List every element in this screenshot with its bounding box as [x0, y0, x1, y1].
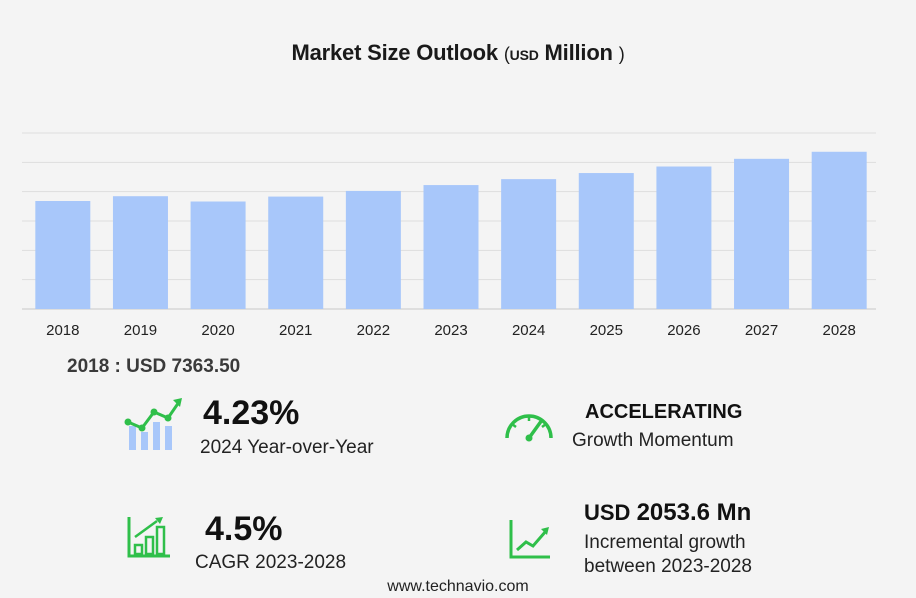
title-paren-close: )	[618, 44, 625, 64]
yoy-label: 2024 Year-over-Year	[200, 437, 374, 458]
bar-2028	[811, 151, 867, 309]
momentum-label: Growth Momentum	[572, 430, 734, 451]
incremental-value: USD 2053.6 Mn	[584, 499, 751, 527]
bar-chart: 2018 2019 2020 2021 2022 2023 2024 2025 2026 2027…	[22, 132, 876, 339]
x-tick-label-2018: 2018	[46, 322, 79, 339]
bar-2024	[501, 179, 557, 309]
x-tick-label-2026: 2026	[667, 322, 700, 339]
x-tick-label-2025: 2025	[590, 322, 623, 339]
line-growth-icon	[509, 520, 550, 559]
x-tick-label-2024: 2024	[512, 322, 545, 339]
title-main: Market Size Outlook	[291, 40, 498, 65]
bar-2027	[734, 158, 790, 309]
incremental-label-line2: between 2023-2028	[584, 556, 752, 577]
x-tick-label-2028: 2028	[822, 322, 855, 339]
title-unit: USD	[509, 47, 539, 63]
momentum-value: ACCELERATING	[585, 401, 743, 423]
cagr-label: CAGR 2023-2028	[195, 552, 347, 573]
bar-2019	[112, 196, 168, 309]
speedometer-icon	[505, 414, 553, 442]
incremental-label-line1: Incremental growth	[584, 532, 746, 553]
x-tick-label-2020: 2020	[201, 322, 234, 339]
bar-2026	[656, 166, 712, 309]
x-tick-label-2021: 2021	[279, 322, 312, 339]
source-footer: www.technavio.com	[387, 578, 529, 595]
x-axis-labels: 2018 2019 2020 2021 2022 2023 2024 2025 2026 2027…	[46, 322, 856, 339]
yoy-value: 4.23%	[203, 394, 300, 432]
x-tick-label-2019: 2019	[124, 322, 157, 339]
bars	[35, 151, 867, 309]
base-year-value: 2018 : USD 7363.50	[67, 356, 241, 377]
title-unit-word: Million	[544, 40, 613, 65]
bar-2021	[268, 196, 324, 309]
x-tick-label-2027: 2027	[745, 322, 778, 339]
x-tick-label-2023: 2023	[434, 322, 467, 339]
title-paren-open: (	[503, 44, 510, 64]
bar-2023	[423, 185, 479, 309]
bar-growth-icon	[127, 517, 170, 558]
bar-2025	[578, 173, 634, 309]
x-tick-label-2022: 2022	[357, 322, 390, 339]
bar-2022	[345, 190, 401, 309]
bar-2018	[35, 201, 91, 309]
incremental-amount: 2053.6 Mn	[636, 499, 752, 526]
growth-chart-icon	[124, 398, 182, 450]
bar-2020	[190, 201, 246, 309]
incremental-prefix: USD	[584, 500, 631, 525]
chart-title: Market Size Outlook (USD Million )	[0, 40, 916, 66]
cagr-value: 4.5%	[205, 510, 283, 548]
